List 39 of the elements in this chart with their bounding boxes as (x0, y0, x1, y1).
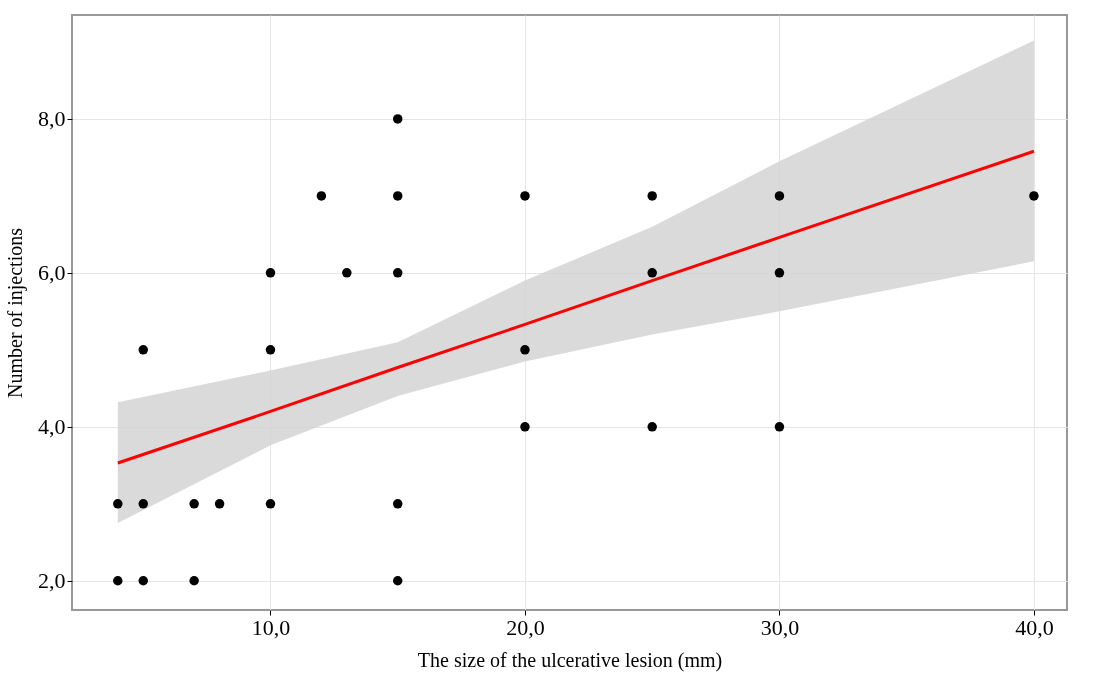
point (392, 114, 403, 124)
x-tick-label: 20,0 (506, 614, 545, 640)
x-tick-label: 40,0 (1015, 614, 1054, 640)
y-tick-label: 8,0 (38, 106, 66, 132)
point (774, 191, 785, 201)
point (520, 191, 530, 201)
point (138, 499, 148, 509)
x-tick-label: 30,0 (760, 614, 800, 640)
x-tick-label: 10,0 (251, 614, 291, 640)
point (647, 191, 657, 201)
point (774, 268, 785, 278)
point (265, 268, 276, 278)
point (520, 422, 530, 432)
point (113, 499, 123, 509)
point (647, 422, 657, 432)
y-axis-title: Number of injections (4, 227, 27, 398)
point (265, 345, 276, 355)
point (265, 499, 276, 509)
point (392, 499, 403, 509)
point (316, 191, 327, 201)
point (138, 345, 148, 355)
y-tick-label: 2,0 (38, 568, 66, 594)
point (113, 576, 123, 586)
point (774, 422, 785, 432)
point (214, 499, 225, 509)
y-tick-label: 4,0 (38, 414, 66, 440)
point (1029, 191, 1039, 201)
line-series (116, 149, 1036, 465)
point (138, 576, 148, 586)
y-tick-label: 6,0 (38, 260, 66, 286)
point (189, 576, 199, 586)
point (189, 499, 199, 509)
x-axis-title: The size of the ulcerative lesion (mm) (417, 648, 723, 672)
point (342, 268, 352, 278)
point (520, 345, 530, 355)
point (647, 268, 657, 278)
point (392, 191, 403, 201)
point (392, 576, 403, 586)
point (392, 268, 403, 278)
